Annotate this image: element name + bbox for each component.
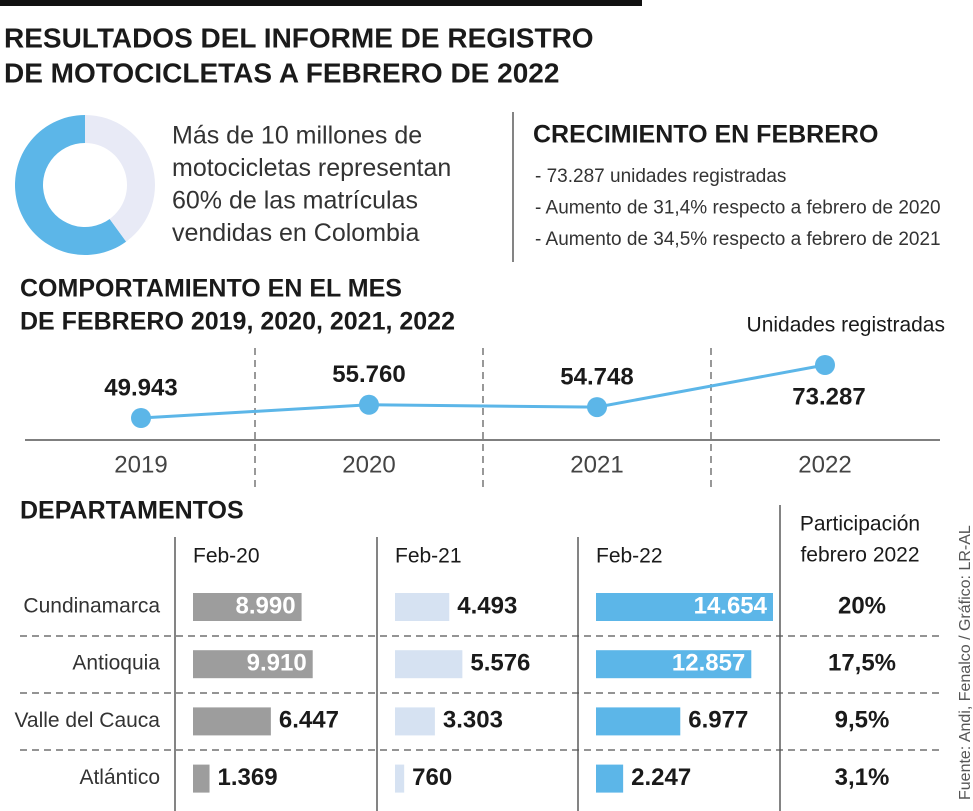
bar-value: 9.910	[247, 650, 307, 677]
bar	[193, 707, 271, 736]
source: Fuente: Andi, Fenalco / Gráfico: LR-AL	[957, 525, 973, 800]
line	[140, 363, 826, 420]
value-label: 54.748	[560, 363, 633, 390]
year-label: 2021	[570, 451, 623, 478]
share-header: Participación	[800, 513, 920, 536]
point	[359, 394, 379, 415]
bar-value: 3.303	[443, 707, 503, 734]
bar-value: 2.247	[631, 764, 691, 791]
summary-line: Más de 10 millones de	[172, 122, 422, 150]
bar	[193, 593, 302, 621]
bar	[193, 650, 313, 679]
bar-value: 4.493	[457, 592, 517, 619]
bar-value: 12.857	[672, 650, 745, 677]
bar	[395, 707, 435, 736]
summary-line: vendidas en Colombia	[172, 219, 419, 247]
summary-line: motocicletas representan	[172, 154, 451, 182]
bar-value: 5.576	[470, 650, 530, 677]
bar	[395, 650, 463, 679]
year-label: 2019	[114, 451, 167, 478]
bar	[395, 764, 405, 793]
category-label: Atlántico	[79, 766, 160, 789]
bar-value: 760	[412, 764, 452, 791]
point	[131, 408, 151, 428]
share-value: 3,1%	[835, 764, 890, 791]
share-value: 9,5%	[835, 707, 890, 734]
growth-item: - Aumento de 34,5% respecto a febrero de…	[535, 229, 941, 250]
bar	[395, 593, 450, 621]
share-header: febrero 2022	[800, 544, 919, 567]
value-label: 49.943	[104, 374, 177, 401]
table-title: DEPARTAMENTOS	[20, 497, 244, 525]
share-value: 17,5%	[828, 650, 896, 677]
line-title: COMPORTAMIENTO EN EL MES	[20, 275, 402, 303]
title-line: RESULTADOS DEL INFORME DE REGISTRO	[4, 22, 594, 53]
bar-value: 14.654	[694, 592, 768, 619]
year-label: 2020	[342, 451, 395, 478]
bar-value: 1.369	[218, 764, 278, 791]
share-value: 20%	[838, 592, 886, 619]
bar	[193, 764, 210, 793]
series-header: Feb-22	[596, 545, 663, 568]
category-label: Antioquia	[72, 652, 160, 675]
donut-slice	[14, 115, 127, 255]
bar-value: 8.990	[236, 592, 296, 619]
bar	[596, 707, 681, 736]
point	[815, 355, 835, 375]
summary-line: 60% de las matrículas	[172, 187, 418, 215]
series-header: Feb-20	[193, 545, 260, 568]
title-line: DE MOTOCICLETAS A FEBRERO DE 2022	[4, 57, 559, 88]
bar-value: 6.977	[688, 707, 748, 734]
point	[587, 397, 607, 418]
bar-value: 6.447	[279, 707, 339, 734]
value-label: 73.287	[792, 383, 865, 410]
donut-slice	[85, 115, 155, 242]
series-header: Feb-21	[395, 545, 462, 568]
category-label: Cundinamarca	[23, 595, 160, 618]
year-label: 2022	[798, 451, 851, 478]
bar	[596, 593, 773, 621]
top-bar	[0, 0, 642, 6]
category-label: Valle del Cauca	[14, 709, 160, 732]
bar	[596, 650, 752, 679]
bar	[596, 764, 624, 793]
line-subtitle: Unidades registradas	[747, 314, 945, 337]
growth-item: - 73.287 unidades registradas	[535, 166, 786, 187]
value-label: 55.760	[332, 361, 405, 388]
growth-item: - Aumento de 31,4% respecto a febrero de…	[535, 198, 941, 219]
growth-title: CRECIMIENTO EN FEBRERO	[533, 121, 878, 149]
line-title: DE FEBRERO 2019, 2020, 2021, 2022	[20, 308, 455, 336]
